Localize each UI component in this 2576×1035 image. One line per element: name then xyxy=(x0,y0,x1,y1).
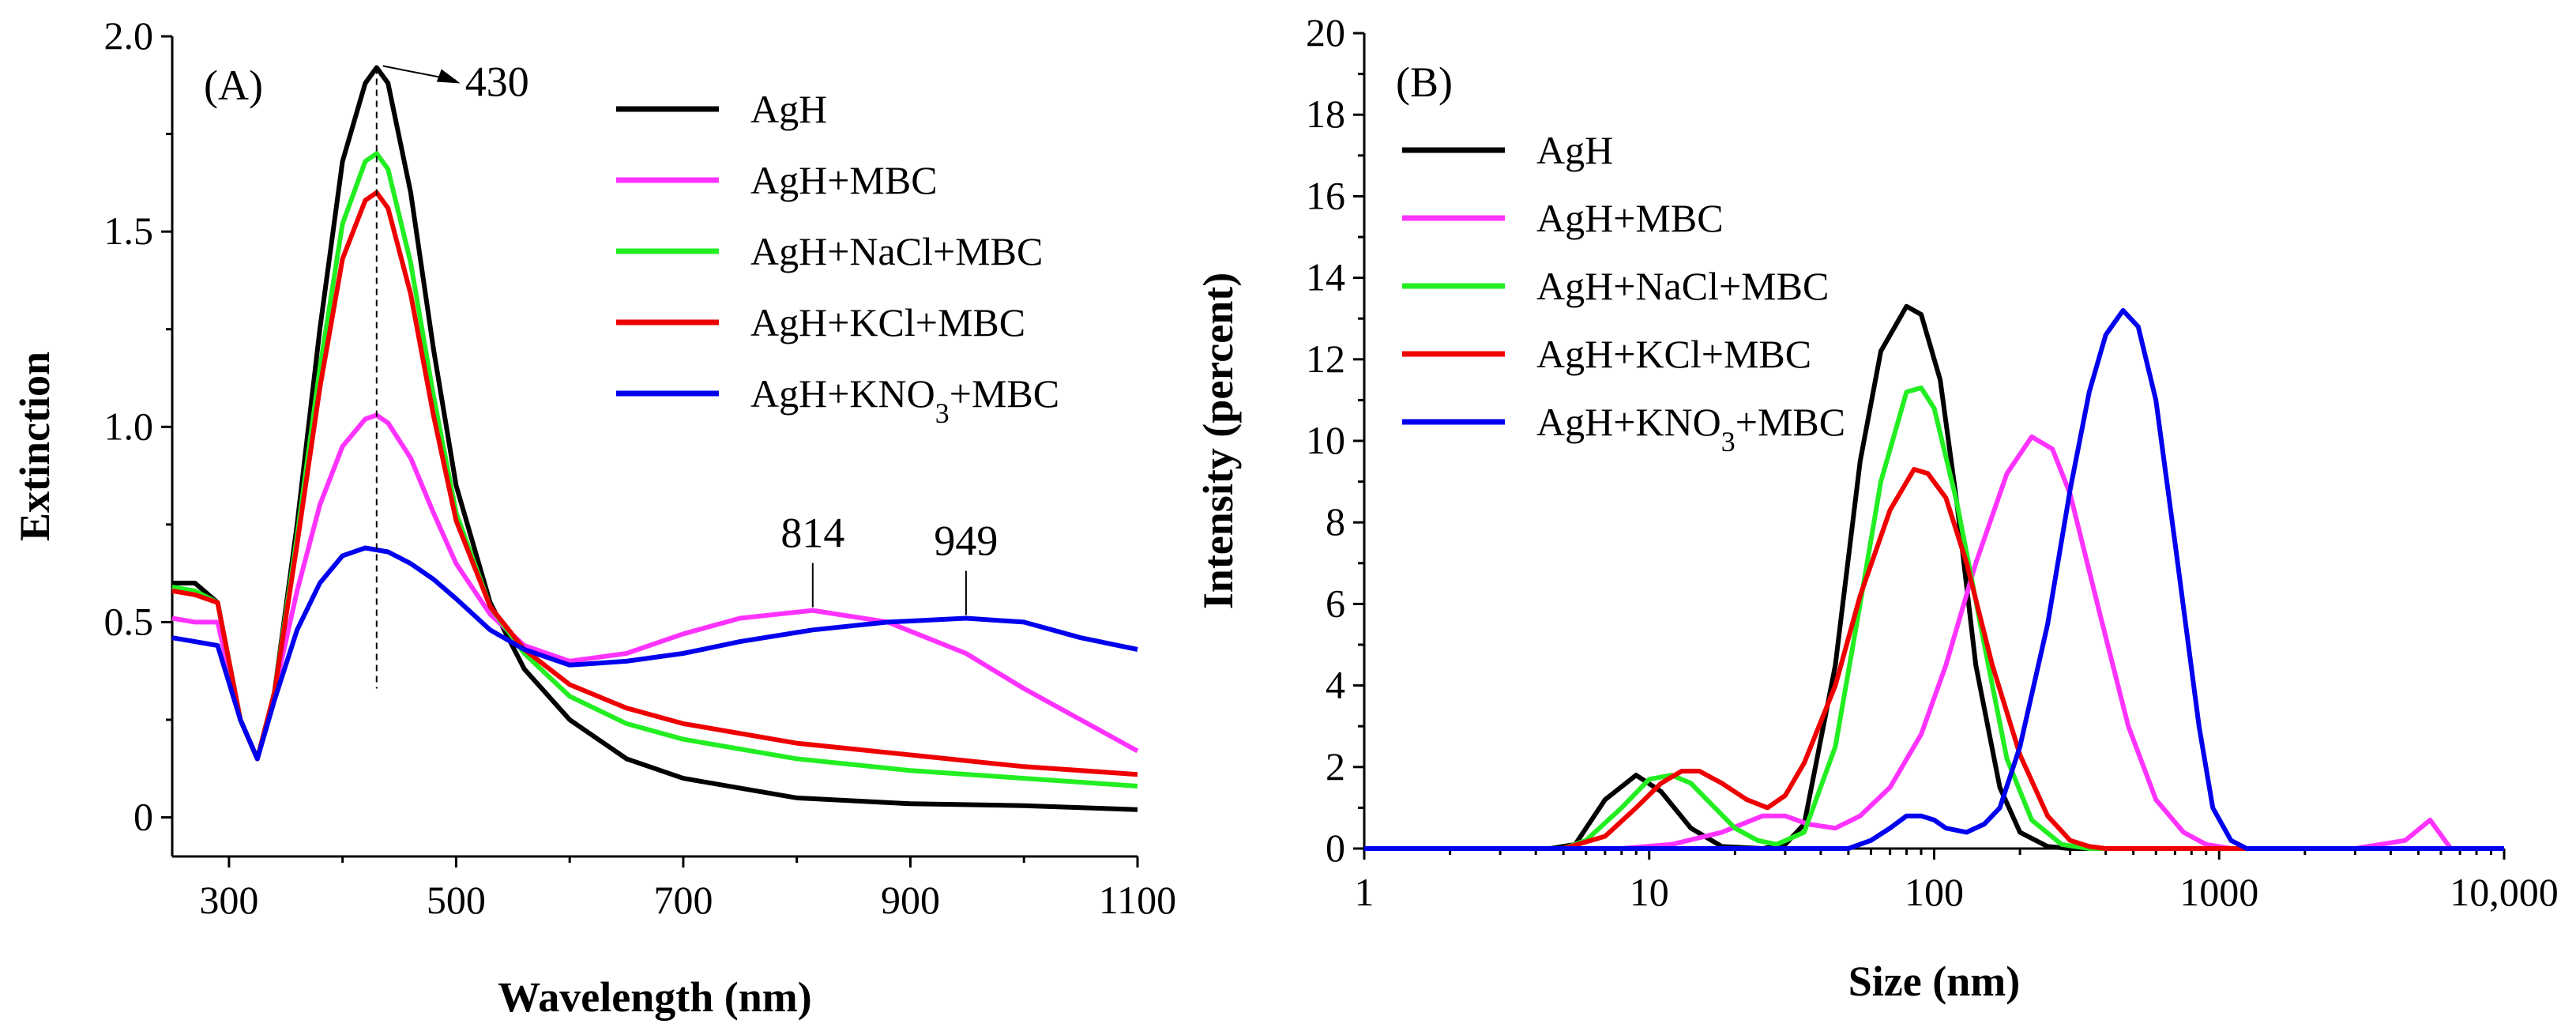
series-line-3 xyxy=(1364,467,2504,851)
x-tick-label: 10 xyxy=(1630,870,1669,914)
series-line-4 xyxy=(171,545,1138,762)
legend-label: AgH+KCl+MBC xyxy=(1536,332,1811,376)
legend-label: AgH+NaCl+MBC xyxy=(1536,264,1829,308)
y-tick-label: 1.5 xyxy=(104,209,154,253)
x-tick-label: 300 xyxy=(199,878,258,922)
x-tick-label: 500 xyxy=(427,878,486,922)
y-tick-label: 0 xyxy=(134,795,153,839)
y-tick-label: 4 xyxy=(1326,663,1345,707)
y-tick-label: 0.5 xyxy=(104,599,154,643)
legend-label: AgH+KNO3+MBC xyxy=(750,371,1059,429)
y-tick-label: 16 xyxy=(1306,173,1345,217)
annotation-label: 949 xyxy=(934,517,998,564)
chart-panel-b: 0 2 4 6 8 10 12 14 16 18 20 1 10 100 1000 10,000 Size (n… xyxy=(1194,10,2559,1005)
x-tick-label: 700 xyxy=(653,878,713,922)
y-tick-label: 2 xyxy=(1326,744,1345,788)
x-axis-title: Size (nm) xyxy=(1848,958,2020,1005)
y-tick-label: 10 xyxy=(1306,418,1345,462)
legend: AgH AgH+MBC AgH+NaCl+MBC AgH+KCl+MBC AgH+KNO… xyxy=(616,87,1059,429)
y-tick-label: 12 xyxy=(1306,337,1345,381)
x-tick-label: 1000 xyxy=(2179,870,2258,914)
x-tick-label: 1 xyxy=(1355,870,1374,914)
annotation-arrowhead xyxy=(436,69,461,84)
series-line-1 xyxy=(1364,434,2504,851)
y-tick-label: 0 xyxy=(1326,826,1345,870)
legend: AgH AgH+MBC AgH+NaCl+MBC AgH+KCl+MBC AgH+KNO… xyxy=(1402,128,1845,457)
y-axis-title: Intensity (percent) xyxy=(1194,273,1242,609)
legend-label: AgH+MBC xyxy=(750,158,938,202)
x-tick-label: 100 xyxy=(1905,870,1964,914)
legend-label: AgH xyxy=(750,87,827,131)
y-tick-label: 20 xyxy=(1306,10,1345,55)
annotation-label: 430 xyxy=(465,58,529,106)
y-tick-label: 2.0 xyxy=(104,13,154,58)
y-tick-label: 1.0 xyxy=(104,404,154,448)
y-axis-title: Extinction xyxy=(11,352,58,541)
y-tick-label: 8 xyxy=(1326,499,1345,544)
legend-label: AgH+NaCl+MBC xyxy=(750,229,1043,273)
legend-label: AgH+KNO3+MBC xyxy=(1536,400,1845,457)
series-line-2 xyxy=(1364,385,2504,851)
x-axis-title: Wavelength (nm) xyxy=(498,973,812,1021)
panel-label: (B) xyxy=(1396,58,1453,106)
legend-label: AgH+MBC xyxy=(1536,196,1724,240)
panel-label: (A) xyxy=(204,62,263,109)
series-line-0 xyxy=(1364,303,2504,851)
x-tick-label: 10,000 xyxy=(2450,870,2559,914)
chart-panel-a: 0 0.5 1.0 1.5 2.0 300 500 700 900 1100 Wavelength … xyxy=(11,13,1176,1021)
y-tick-label: 18 xyxy=(1306,92,1345,136)
x-tick-label: 1100 xyxy=(1099,878,1176,922)
legend-label: AgH xyxy=(1536,128,1613,172)
y-tick-label: 14 xyxy=(1306,255,1345,299)
series-line-4 xyxy=(1364,307,2504,851)
x-tick-label: 900 xyxy=(881,878,940,922)
legend-label: AgH+KCl+MBC xyxy=(750,300,1025,344)
annotation-label: 814 xyxy=(780,510,844,557)
y-tick-label: 6 xyxy=(1326,581,1345,625)
series-line-3 xyxy=(171,190,1138,777)
